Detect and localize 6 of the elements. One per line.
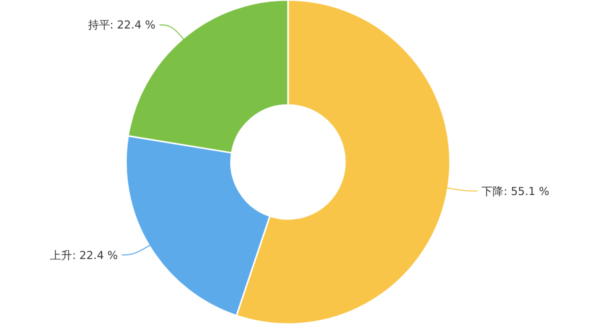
slice-label: 下降 bbox=[482, 184, 504, 198]
data-label: : 55.1 % bbox=[504, 184, 550, 198]
data-label: : 22.4 % bbox=[72, 248, 118, 262]
data-label: : 22.4 % bbox=[110, 18, 156, 32]
slice-label: 持平 bbox=[88, 18, 110, 32]
slice-label: 上升 bbox=[50, 248, 72, 262]
